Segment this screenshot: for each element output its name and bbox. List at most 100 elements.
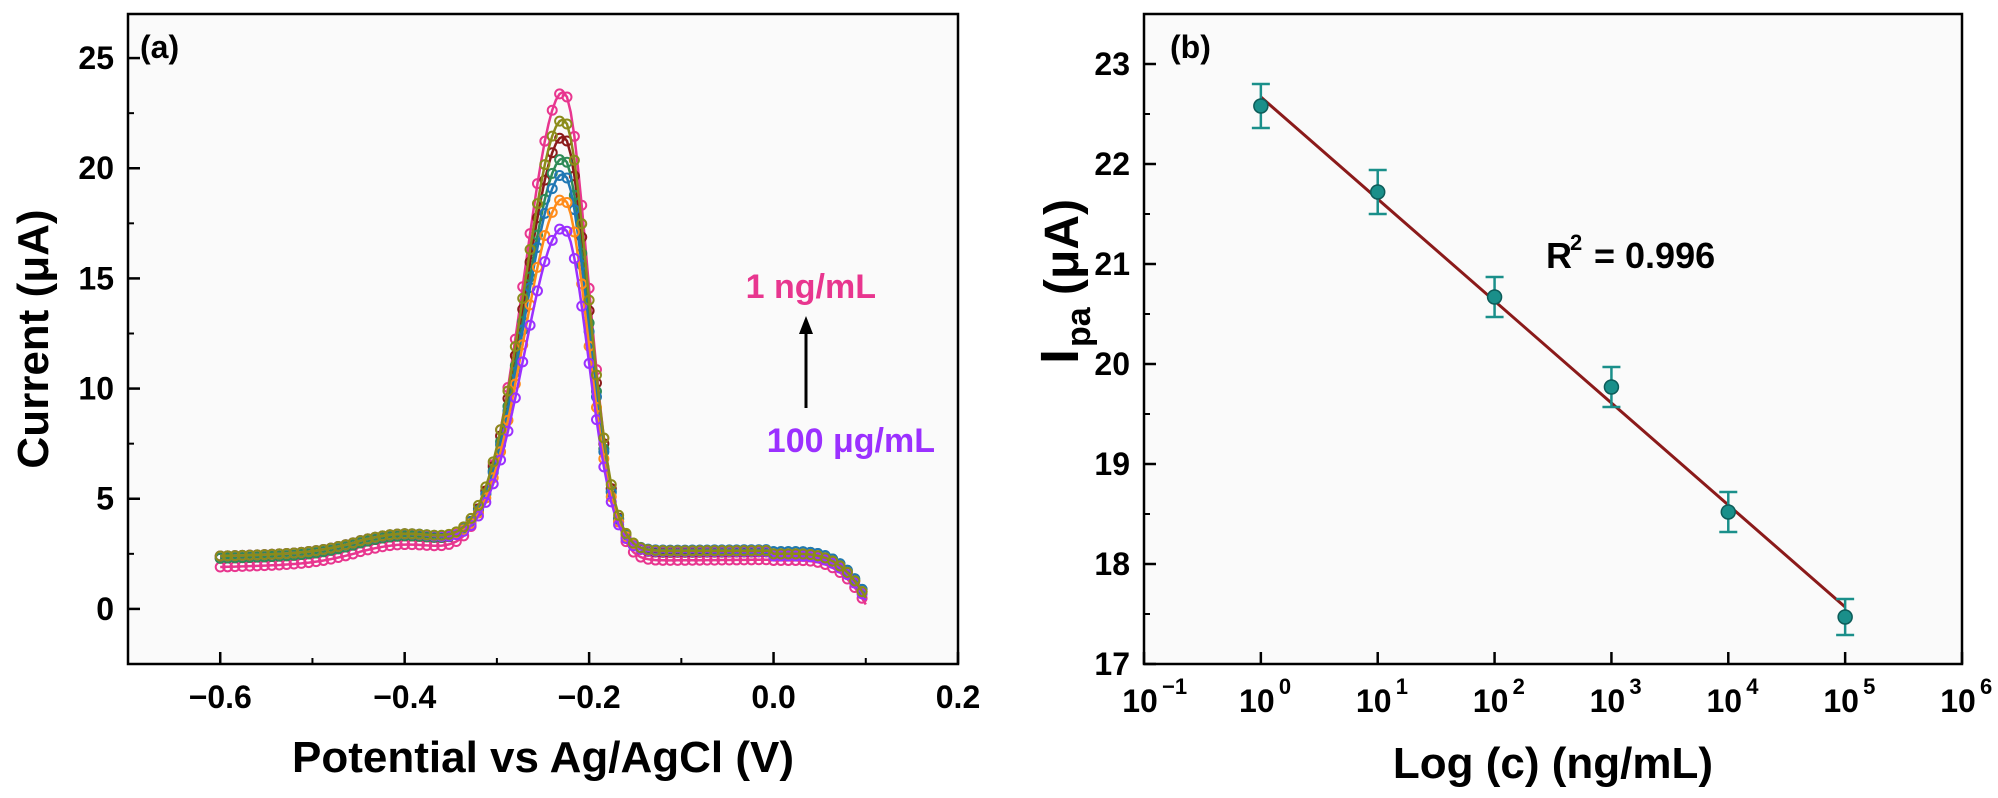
panel-a-series-marker (281, 548, 293, 560)
panel-b-data-point (1368, 168, 1387, 216)
panel-a-series-marker (590, 369, 602, 381)
panel-a-series-marker (413, 528, 425, 540)
panel-a-series-marker (465, 512, 477, 524)
panel-a-series-marker (421, 529, 433, 541)
panel-a-series-marker (598, 432, 610, 444)
panel-a-series-marker (620, 527, 632, 539)
panel-b-y-axis: 17 18 19 20 21 22 23 (1094, 46, 1156, 682)
panel-a-series-marker (849, 575, 861, 587)
panel-b-y-tick-label: 23 (1094, 46, 1130, 82)
panel-a-series-marker (576, 278, 588, 290)
panel-a-series-marker (561, 156, 573, 168)
panel-b-x-tick-exponent: 0 (1279, 674, 1291, 699)
panel-a-series-marker (318, 543, 330, 555)
panel-a-series-marker (509, 341, 521, 353)
panel-b-x-tick-base: 10 (1356, 683, 1392, 719)
r-squared-annotation: R 2 = 0.996 (1546, 230, 1715, 276)
annotation-100ugml: 100 μg/mL (767, 422, 935, 460)
panel-a-series-marker (716, 545, 728, 557)
panel-a-series-marker (539, 159, 551, 171)
panel-a-series-marker (554, 223, 566, 235)
panel-a-series-marker (399, 528, 411, 540)
y-title-rest: (μA) (1036, 199, 1089, 295)
increase-arrow-head (799, 316, 813, 334)
panel-a-y-tick-label: 20 (78, 150, 114, 186)
panel-a-series-marker (812, 550, 824, 562)
panel-b-data-point (1485, 275, 1504, 319)
panel-a-x-tick-label: −0.6 (189, 679, 252, 715)
panel-a-series-marker (775, 548, 787, 560)
panel-a-series-marker (384, 529, 396, 541)
y-title-subscript: pa (1060, 306, 1098, 347)
panel-a-series-marker (450, 526, 462, 538)
panel-b-x-tick-exponent: −1 (1162, 674, 1187, 699)
panel-a-series-marker (709, 545, 721, 557)
panel-b-x-axis-title: Log (c) (ng/mL) (1393, 739, 1713, 788)
panel-a-series-marker (753, 545, 765, 557)
panel-a-series-marker (295, 546, 307, 558)
panel-a-series-marker (502, 425, 514, 437)
panel-b-y-tick-label: 22 (1094, 146, 1130, 182)
panel-a-series-marker (517, 356, 529, 368)
panel-a-series-marker (782, 548, 794, 560)
panel-a-series-marker (745, 545, 757, 557)
panel-a-series-marker (546, 206, 558, 218)
data-point-marker (1369, 184, 1386, 200)
panel-b-x-tick-exponent: 6 (1980, 674, 1992, 699)
panel-b-data-point (1836, 597, 1855, 637)
panel-a-series-marker (332, 541, 344, 553)
panel-a-series-marker (635, 542, 647, 554)
panel-a-series-marker (502, 385, 514, 397)
panel-a-series-marker (605, 479, 617, 491)
panel-a-series-marker (827, 555, 839, 567)
panel-b-x-tick-exponent: 1 (1396, 674, 1408, 699)
panel-a-series-marker (428, 529, 440, 541)
panel-a-y-tick-label: 0 (96, 591, 114, 627)
panel-a-series-marker (738, 545, 750, 557)
panel-b-x-tick-base: 10 (1122, 683, 1158, 719)
panel-a-series-marker (546, 130, 558, 142)
panel-a-series-marker (472, 499, 484, 511)
panel-a-series-marker (583, 357, 595, 369)
panel-b-x-tick-exponent: 5 (1863, 674, 1875, 699)
panel-b-data-point (1251, 82, 1270, 130)
panel-b-y-tick-label: 18 (1094, 546, 1130, 582)
panel-a-series-marker (354, 535, 366, 547)
panel-b-fit-line (1259, 95, 1847, 609)
panel-a-series-marker (406, 528, 418, 540)
panel-a-x-tick-label: 0.0 (751, 679, 795, 715)
panel-a-series-marker (546, 234, 558, 246)
panel-a-series-marker (303, 546, 315, 558)
annotation-1ngml: 1 ng/mL (746, 268, 876, 306)
panel-a-series-marker (273, 548, 285, 560)
panel-b-points-group (1251, 82, 1855, 637)
panel-a-series-marker (561, 196, 573, 208)
panel-a-series-marker (222, 550, 234, 562)
panel-a-series-marker (568, 154, 580, 166)
panel-a-series-marker (561, 91, 573, 103)
panel-a-y-tick-label: 10 (78, 371, 114, 407)
panel-a-series-marker (362, 533, 374, 545)
panel-a-series-marker (856, 586, 868, 598)
panel-a-series-marker (251, 549, 263, 561)
panel-a-series-marker (229, 550, 241, 562)
panel-a-series-marker (539, 207, 551, 219)
r-squared-value: = 0.996 (1584, 235, 1715, 276)
panel-a-series-marker (517, 292, 529, 304)
panel-a-series-marker (583, 294, 595, 306)
panel-a-series-marker (797, 548, 809, 560)
panel-a-series-marker (694, 545, 706, 557)
panel-b-fit-group (1259, 95, 1847, 609)
panel-a-series-marker (214, 550, 226, 562)
panel-a-series-marker (531, 261, 543, 273)
panel-a-series-marker (509, 392, 521, 404)
panel-b-x-axis: 10 −1 10 0 10 1 10 2 10 3 10 4 10 5 10 6 (1122, 652, 1992, 719)
panel-a-x-axis: −0.6 −0.4 −0.2 0.0 0.2 (127, 652, 980, 715)
panel-b-x-tick-base: 10 (1706, 683, 1742, 719)
panel-b-y-tick-label: 19 (1094, 446, 1130, 482)
panel-a-series-marker (524, 244, 536, 256)
panel-a-series-marker (679, 545, 691, 557)
panel-a-series-marker (568, 252, 580, 264)
panel-a-series-marker (340, 539, 352, 551)
